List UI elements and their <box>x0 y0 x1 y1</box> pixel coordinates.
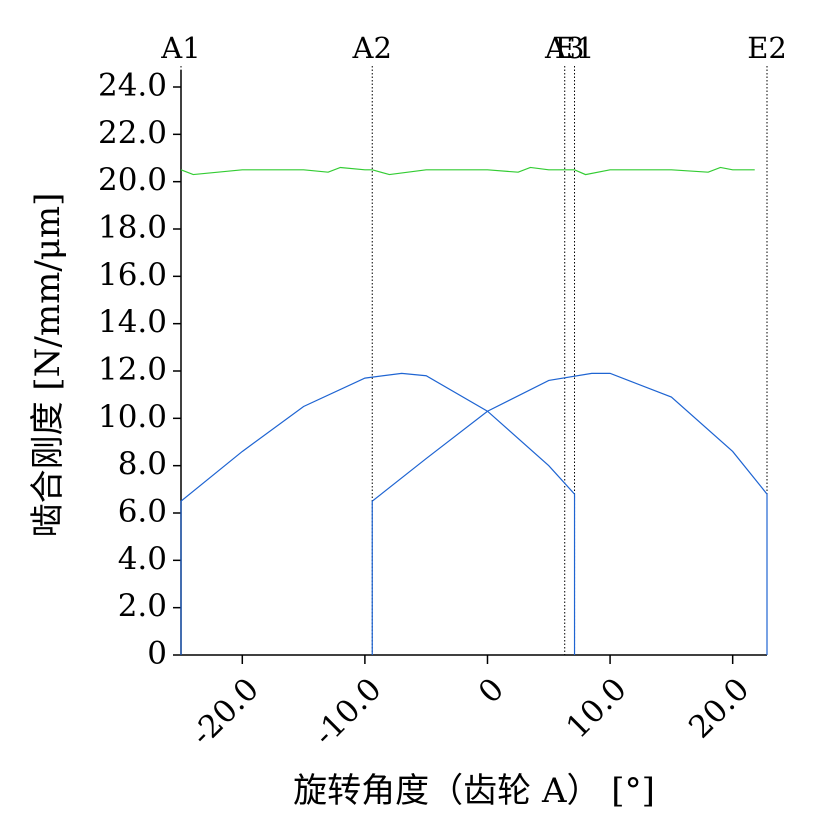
y-tick-label: 18.0 <box>98 210 167 246</box>
y-tick-label: 0 <box>147 636 167 672</box>
y-tick-label: 24.0 <box>98 68 167 104</box>
y-tick-label: 8.0 <box>118 446 167 482</box>
y-tick-label: 14.0 <box>98 304 167 340</box>
y-tick-label: 12.0 <box>98 352 167 388</box>
y-axis-title: 啮合刚度 [N/mm/μm] <box>28 193 68 538</box>
x-tick-label: 0 <box>472 671 511 710</box>
y-tick-label: 10.0 <box>98 399 167 435</box>
y-tick-label: 6.0 <box>118 494 167 530</box>
series-line <box>180 166 755 176</box>
x-tick-label: -20.0 <box>184 671 266 753</box>
marker-label: E2 <box>747 31 787 65</box>
y-tick-label: 16.0 <box>98 257 167 293</box>
marker-label: A2 <box>352 31 392 65</box>
marker-label: E1 <box>555 31 595 65</box>
x-axis-title: 旋转角度（齿轮 A） [°] <box>293 771 655 811</box>
marker-label: A3 <box>544 31 584 65</box>
series-line <box>180 372 576 655</box>
x-tick-label: 20.0 <box>682 671 756 745</box>
y-tick-label: 20.0 <box>98 162 167 198</box>
series-line <box>371 372 768 655</box>
x-tick-label: 10.0 <box>559 671 633 745</box>
y-tick-label: 22.0 <box>98 115 167 151</box>
marker-label: A1 <box>160 31 200 65</box>
x-tick-label: -10.0 <box>307 671 389 753</box>
y-tick-label: 2.0 <box>118 588 167 624</box>
y-tick-label: 4.0 <box>118 541 167 577</box>
